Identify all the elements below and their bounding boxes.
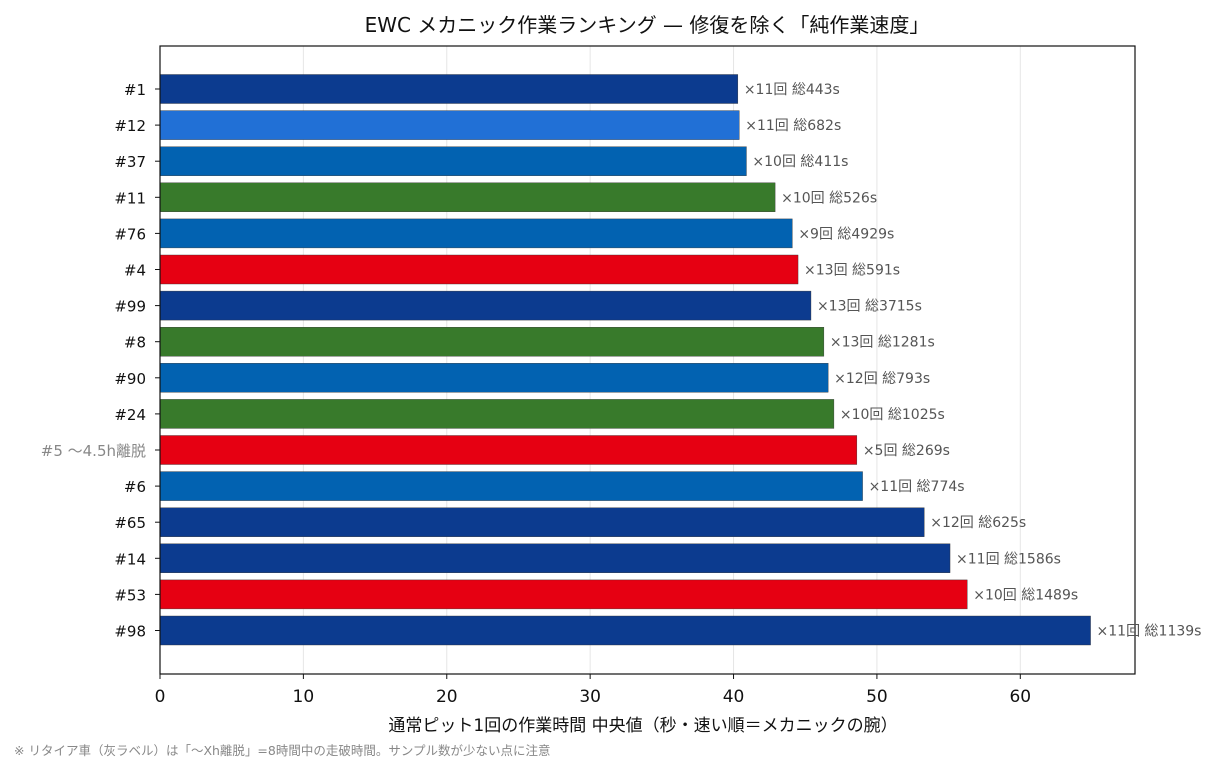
bar-data-label: ×11回 総1586s bbox=[956, 551, 1061, 567]
bar bbox=[159, 218, 793, 249]
bar bbox=[159, 435, 858, 465]
x-axis-label: 通常ピット1回の作業時間 中央値（秒・速い順＝メカニックの腕） bbox=[388, 716, 897, 736]
bar-data-label: ×13回 総591s bbox=[804, 263, 900, 279]
x-tick-label: 10 bbox=[293, 687, 315, 707]
y-tick-label: #24 bbox=[114, 406, 146, 424]
bar-data-label: ×10回 総1489s bbox=[973, 587, 1078, 603]
bar-data-label: ×5回 総269s bbox=[863, 443, 950, 459]
y-tick-label: #76 bbox=[114, 225, 146, 243]
chart-title: EWC メカニック作業ランキング — 修復を除く「純作業速度」 bbox=[365, 13, 930, 37]
bar bbox=[159, 399, 835, 429]
bar bbox=[159, 327, 825, 357]
bar-data-label: ×11回 総1139s bbox=[1097, 624, 1202, 640]
bar bbox=[159, 290, 812, 321]
x-tick-label: 60 bbox=[1009, 687, 1031, 707]
bar-data-label: ×13回 総3715s bbox=[817, 299, 922, 315]
y-tick-label: #5 〜4.5h離脱 bbox=[41, 442, 146, 460]
x-tick-label: 0 bbox=[155, 687, 166, 707]
y-tick-label: #1 bbox=[124, 81, 146, 99]
y-tick-label: #98 bbox=[114, 623, 146, 641]
bar bbox=[159, 615, 1091, 646]
y-tick-label: #53 bbox=[114, 586, 146, 604]
y-tick-label: #65 bbox=[114, 514, 146, 532]
bar bbox=[159, 579, 968, 610]
footnote: ※ リタイア車（灰ラベル）は「〜Xh離脱」=8時間中の走破時間。サンプル数が少な… bbox=[14, 743, 551, 758]
y-tick-label: #6 bbox=[124, 478, 146, 496]
bar bbox=[159, 110, 740, 140]
bar-data-label: ×12回 総625s bbox=[930, 515, 1026, 531]
bar-data-label: ×13回 総1281s bbox=[830, 335, 935, 351]
y-tick-label: #99 bbox=[114, 298, 146, 316]
bar-data-label: ×10回 総1025s bbox=[840, 407, 945, 423]
x-tick-label: 40 bbox=[723, 687, 745, 707]
bar-data-label: ×10回 総411s bbox=[752, 154, 848, 170]
bar-data-label: ×11回 総774s bbox=[869, 479, 965, 495]
y-tick-label: #11 bbox=[114, 189, 146, 207]
bar bbox=[159, 254, 799, 285]
x-tick-label: 30 bbox=[579, 687, 601, 707]
bar-data-label: ×11回 総443s bbox=[744, 82, 840, 98]
x-tick-label: 50 bbox=[866, 687, 888, 707]
bar bbox=[159, 363, 829, 393]
axis-layer: 0 10 20 30 40 50 60 ×11回 総443s #1 ×11回 総682s #12 ×1… bbox=[41, 81, 1202, 707]
bar bbox=[159, 471, 863, 501]
bar-data-label: ×10回 総526s bbox=[781, 190, 877, 206]
bar bbox=[159, 182, 776, 213]
y-tick-label: #12 bbox=[114, 117, 146, 135]
bar-data-label: ×11回 総682s bbox=[745, 118, 841, 134]
y-tick-label: #4 bbox=[124, 262, 146, 280]
bar-layer bbox=[159, 74, 1091, 646]
bar-data-label: ×9回 総4929s bbox=[798, 226, 894, 242]
bar bbox=[159, 146, 747, 176]
bar bbox=[159, 543, 951, 573]
y-tick-label: #90 bbox=[114, 370, 146, 388]
bar bbox=[159, 507, 925, 537]
y-tick-label: #8 bbox=[124, 334, 146, 352]
bar bbox=[159, 74, 739, 104]
plot-frame bbox=[159, 45, 1136, 675]
y-tick-label: #14 bbox=[114, 550, 146, 568]
y-tick-label: #37 bbox=[114, 153, 146, 171]
bar-data-label: ×12回 総793s bbox=[834, 371, 930, 387]
x-tick-label: 20 bbox=[436, 687, 458, 707]
